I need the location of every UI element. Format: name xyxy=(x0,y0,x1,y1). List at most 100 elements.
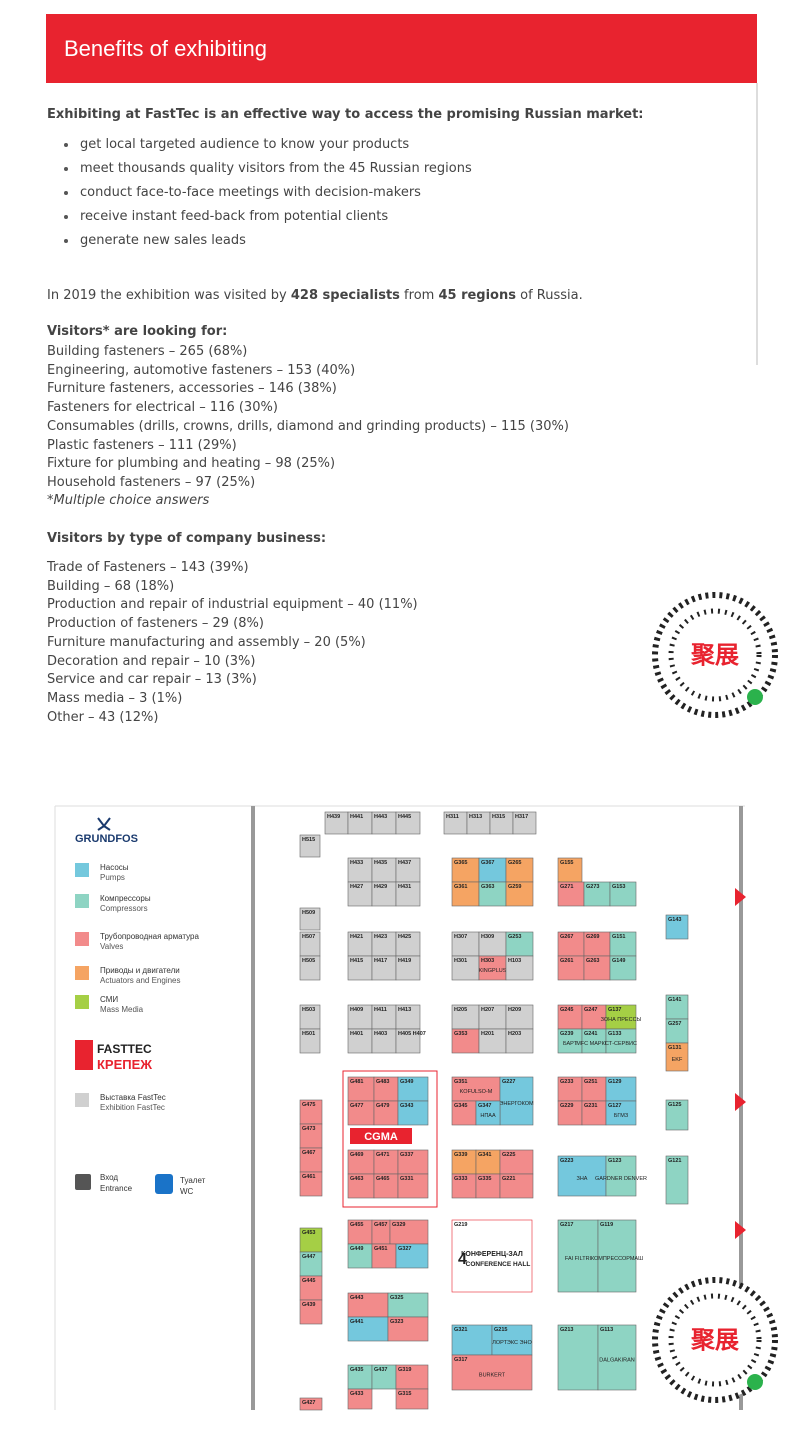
booth-id: H403 xyxy=(374,1031,387,1037)
legend-en: Valves xyxy=(100,942,123,951)
booth-id: G361 xyxy=(454,884,467,890)
bullet: meet thousands quality visitors from the… xyxy=(80,161,472,176)
booth-name: БГМЗ xyxy=(614,1113,629,1119)
booth-id: G335 xyxy=(478,1176,491,1182)
booth xyxy=(395,931,421,957)
booth xyxy=(397,1100,429,1126)
booth-id: H421 xyxy=(350,934,363,940)
booth xyxy=(395,811,421,835)
booth-id: G445 xyxy=(302,1278,315,1284)
booth-name: КОМПРЕССОРМАШ xyxy=(591,1256,643,1262)
booth xyxy=(665,914,689,940)
booth-id: H423 xyxy=(374,934,387,940)
booth xyxy=(605,1076,637,1102)
logo-top: FASTTEC xyxy=(97,1042,152,1056)
legend-en: Mass Media xyxy=(100,1005,144,1014)
booth-name: ЛОРТЭКС ЭНО xyxy=(492,1340,532,1346)
booth-id: H435 xyxy=(374,860,387,866)
booth-id: G241 xyxy=(584,1031,597,1037)
booth xyxy=(665,1042,689,1072)
booth-id: G473 xyxy=(302,1126,315,1132)
booth-id: H417 xyxy=(374,958,387,964)
booth-id: G345 xyxy=(454,1103,467,1109)
booth-id: H409 xyxy=(350,1007,363,1013)
booth-id: G119 xyxy=(600,1222,613,1228)
booth xyxy=(451,1173,477,1199)
business-item: Decoration and repair – 10 (3%) xyxy=(47,653,256,669)
booth-id: G131 xyxy=(668,1045,681,1051)
booth-id: H505 xyxy=(302,958,315,964)
qr-badge xyxy=(747,689,763,705)
stats: In 2019 the exhibition was visited by 42… xyxy=(47,288,583,304)
booth xyxy=(597,1324,637,1391)
booth xyxy=(395,955,421,981)
exit-arrow xyxy=(735,1093,746,1111)
entrance-ru: Вход xyxy=(100,1173,118,1182)
booth-id: G315 xyxy=(398,1391,411,1397)
qr-label: 聚展 xyxy=(690,1327,739,1354)
business-item: Production of fasteners – 29 (8%) xyxy=(47,616,264,632)
booth xyxy=(499,1173,534,1199)
booth-id: G365 xyxy=(454,860,467,866)
booth-id: H515 xyxy=(302,837,315,843)
booth xyxy=(371,1028,397,1054)
booth-id: H201 xyxy=(481,1031,494,1037)
business-item: Trade of Fasteners – 143 (39%) xyxy=(47,560,249,575)
booth-id: G433 xyxy=(350,1391,363,1397)
booth-id: G325 xyxy=(390,1295,403,1301)
booth-id: H303 xyxy=(481,958,494,964)
booth-id: G125 xyxy=(668,1102,681,1108)
booth-id: G239 xyxy=(560,1031,573,1037)
booth xyxy=(395,1243,429,1269)
qr-label: 聚展 xyxy=(690,642,739,669)
legend-swatch xyxy=(75,863,89,877)
booth xyxy=(581,1076,607,1102)
entrance-en: Entrance xyxy=(100,1184,133,1193)
booth xyxy=(478,1004,507,1030)
booth xyxy=(395,1028,421,1054)
booth-id: H443 xyxy=(374,814,387,820)
entrance-icon xyxy=(75,1174,91,1190)
booth xyxy=(397,1149,429,1175)
booth xyxy=(605,1155,637,1197)
booth-name: КОНФЕРЕНЦ-ЗАЛ xyxy=(461,1251,523,1258)
legend-ru: Трубопроводная арматура xyxy=(100,932,199,941)
legend-ru: Насосы xyxy=(100,863,129,872)
stats-part: from xyxy=(399,288,439,303)
booth xyxy=(597,1219,637,1293)
booth xyxy=(299,907,321,931)
booth-id: G233 xyxy=(560,1079,573,1085)
booth-id: G153 xyxy=(612,884,625,890)
booth xyxy=(395,1004,421,1030)
booth xyxy=(347,1100,375,1126)
booth xyxy=(583,881,611,907)
booth-id: G327 xyxy=(398,1246,411,1252)
booth-name: ЗНА xyxy=(577,1176,588,1182)
legend-swatch xyxy=(75,894,89,908)
booth-id: G331 xyxy=(400,1176,413,1182)
booth xyxy=(557,1219,599,1293)
business-item: Furniture manufacturing and assembly – 2… xyxy=(47,634,366,650)
booth-id: G155 xyxy=(560,860,573,866)
booth-id: H309 xyxy=(481,934,494,940)
booth xyxy=(557,1004,583,1030)
booth xyxy=(389,1219,429,1245)
booth-id: H509 xyxy=(302,910,315,916)
header: Benefits of exhibiting xyxy=(46,14,757,83)
booth-id: H313 xyxy=(469,814,482,820)
booth-id: G267 xyxy=(560,934,573,940)
booth-id: G427 xyxy=(302,1400,315,1406)
booth-id: G471 xyxy=(376,1152,389,1158)
booth-id: G339 xyxy=(454,1152,467,1158)
booth-id: G435 xyxy=(350,1367,363,1373)
visitors-item: Fasteners for electrical – 116 (30%) xyxy=(47,400,278,416)
booth-id: G343 xyxy=(400,1103,413,1109)
bullet-dot xyxy=(64,167,68,171)
legend-en: Exhibition FastTec xyxy=(100,1103,165,1112)
booth xyxy=(371,955,397,981)
booth xyxy=(557,955,585,981)
booth-id: H433 xyxy=(350,860,363,866)
booth xyxy=(665,1099,689,1131)
booth-name: FAI FILTRI xyxy=(565,1256,592,1262)
cgma-logo xyxy=(350,1128,412,1144)
